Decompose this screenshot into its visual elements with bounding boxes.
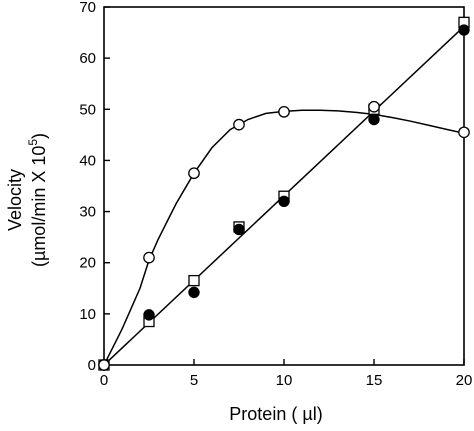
y-axis-unit: (µmol/min X 10 (29, 146, 49, 267)
y-tick-label: 0 (88, 357, 96, 374)
x-tick-label: 20 (456, 372, 473, 389)
plot-area (103, 6, 465, 366)
y-axis-unit-close: ) (29, 133, 49, 139)
y-axis-title-line2: (µmol/min X 105) (26, 133, 49, 267)
filled-circle-point (278, 195, 290, 208)
x-tick-label: 15 (366, 372, 383, 389)
y-tick-label: 30 (79, 204, 96, 221)
y-axis-ticks: 0 10 20 30 40 50 60 70 (79, 0, 110, 374)
open-circle-point (278, 105, 290, 118)
open-circle-point (233, 118, 245, 131)
x-tick-label: 0 (100, 372, 108, 389)
y-tick-label: 20 (79, 255, 96, 272)
open-circle-point (143, 251, 155, 264)
saturation-curve (104, 109, 464, 365)
filled-circle-point (458, 24, 470, 36)
series-layer (98, 16, 470, 371)
series-open-circle (98, 100, 470, 371)
x-tick-label: 5 (190, 372, 198, 389)
y-axis-unit-exponent: 5 (26, 139, 40, 146)
y-tick-label: 40 (79, 152, 96, 169)
filled-circle-point (188, 286, 200, 299)
filled-circle-point (368, 113, 380, 126)
filled-circle-point (233, 223, 245, 236)
y-tick-label: 70 (79, 0, 96, 16)
open-circle-point (458, 126, 470, 139)
y-tick-label: 10 (79, 306, 96, 323)
y-axis-title-line1: Velocity (5, 169, 25, 231)
open-square-point (188, 274, 200, 287)
x-tick-label: 10 (276, 372, 293, 389)
open-circle-point (368, 100, 380, 113)
x-axis-ticks: 0 5 10 15 20 (100, 359, 473, 389)
filled-circle-point (143, 309, 155, 321)
open-circle-point (188, 167, 200, 180)
plot-frame (103, 6, 465, 366)
open-circle-point (98, 359, 110, 371)
y-tick-label: 60 (79, 50, 96, 67)
series-open-square (98, 16, 470, 371)
x-axis-title: Protein ( µl) (229, 404, 322, 424)
y-axis-title: Velocity (µmol/min X 105) (5, 133, 49, 267)
y-tick-label: 50 (79, 101, 96, 118)
